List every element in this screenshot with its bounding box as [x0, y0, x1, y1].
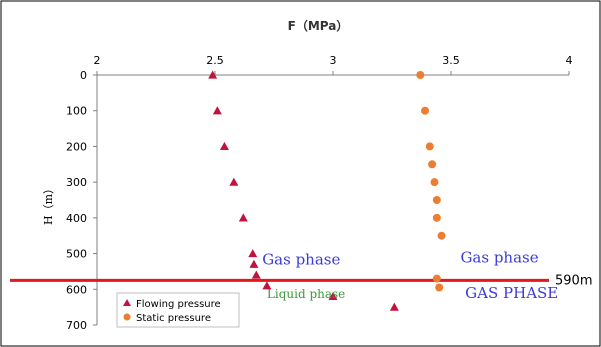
x-tick-label: 2: [94, 54, 101, 67]
legend-marker-circle: [123, 313, 131, 321]
legend-label: Flowing pressure: [136, 299, 221, 310]
y-tick-label: 700: [66, 319, 87, 332]
static-pressure-point: [430, 178, 439, 187]
y-tick-label: 500: [66, 248, 87, 261]
flowing-pressure-point: [262, 281, 272, 290]
phase-annotation: Liquid phase: [267, 287, 345, 301]
legend-label: Static pressure: [136, 313, 211, 324]
chart-title: F（MPa）: [288, 18, 349, 33]
flowing-pressure-point: [208, 70, 218, 79]
static-pressure-point: [428, 160, 437, 169]
x-tick-label: 3.5: [442, 54, 460, 67]
flowing-pressure-point: [389, 302, 399, 311]
flowing-pressure-point: [238, 213, 248, 222]
x-tick-label: 2.5: [206, 54, 224, 67]
reference-line-label: 590m: [555, 273, 592, 288]
flowing-pressure-point: [249, 259, 259, 268]
static-pressure-point: [437, 231, 446, 240]
static-pressure-point: [416, 71, 425, 79]
static-pressure-point: [432, 274, 441, 283]
static-pressure-point: [432, 196, 441, 204]
y-tick-label: 100: [66, 105, 87, 118]
static-pressure-point: [432, 213, 441, 222]
phase-annotation: GAS PHASE: [465, 284, 558, 302]
legend-box: [116, 292, 240, 328]
y-tick-label: 400: [66, 212, 87, 225]
y-tick-label: 300: [66, 176, 87, 189]
flowing-pressure-point: [328, 291, 338, 301]
flowing-pressure-point: [229, 177, 239, 186]
flowing-pressure-point: [251, 270, 261, 279]
y-tick-label: 0: [80, 69, 87, 82]
y-tick-label: 600: [66, 283, 87, 296]
flowing-pressure-point: [212, 106, 222, 115]
static-pressure-point: [435, 283, 444, 292]
phase-annotation: Gas phase: [262, 250, 340, 268]
y-tick-label: 200: [66, 140, 87, 153]
x-tick-label: 4: [566, 54, 573, 67]
phase-annotation: Gas phase: [460, 249, 538, 267]
x-tick-label: 3: [330, 54, 337, 67]
static-pressure-point: [425, 142, 434, 151]
static-pressure-point: [421, 106, 430, 115]
legend-marker-triangle: [123, 299, 131, 306]
y-axis-label: H（m）: [42, 183, 55, 225]
flowing-pressure-point: [219, 141, 229, 151]
flowing-pressure-point: [248, 249, 258, 258]
